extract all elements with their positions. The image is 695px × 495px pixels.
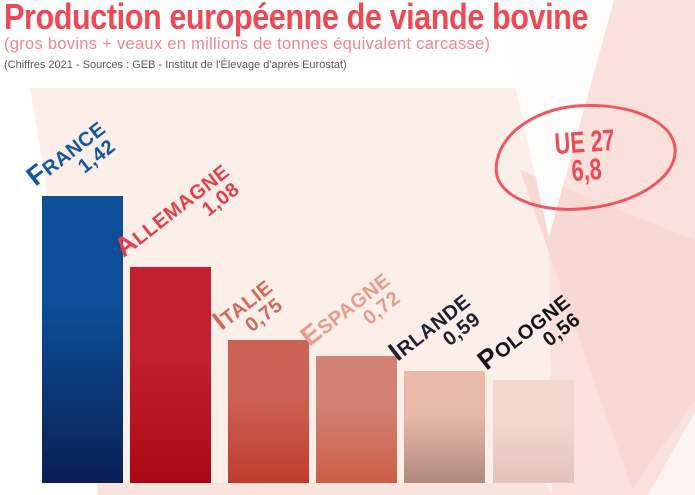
bar-allemagne <box>130 267 211 483</box>
page-title: Production européenne de viande bovine <box>4 0 589 37</box>
bar-france <box>42 196 123 483</box>
bg-white-wedge <box>496 0 614 237</box>
bar-italie <box>228 340 309 483</box>
bar-espagne <box>316 356 397 483</box>
bg-corner-wedge <box>648 412 695 495</box>
bg-bottom-strip <box>98 483 552 495</box>
bar-irlande <box>404 371 485 483</box>
source-note: (Chiffres 2021 - Sources : GEB - Institu… <box>4 59 347 71</box>
bar-pologne <box>493 380 574 483</box>
bg-dark-triangle <box>520 170 695 489</box>
eu-total-text: UE 27 6,8 <box>553 123 618 187</box>
chart-subtitle: (gros bovins + veaux en millions de tonn… <box>4 34 491 53</box>
